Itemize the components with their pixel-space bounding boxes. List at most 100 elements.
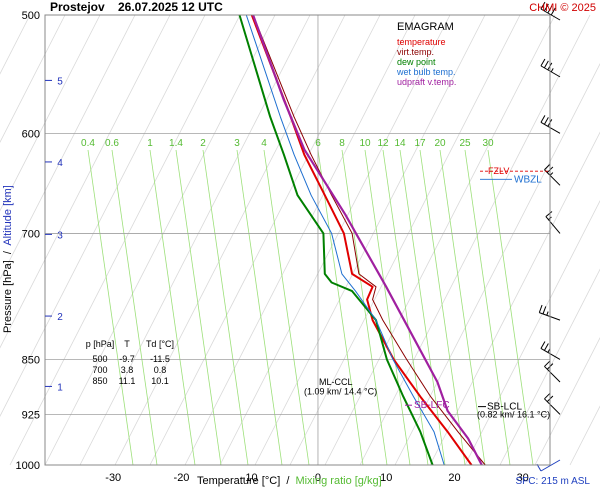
mixing-ratio-label: 14: [394, 138, 406, 149]
wind-barb-half: [549, 172, 554, 176]
mixing-ratio-label: 8: [339, 138, 345, 149]
dry-adiabat-line: [569, 405, 600, 466]
pressure-ticks: 500 600 700 850 925 1000: [16, 10, 40, 472]
x-axis-label-temperature: Temperature [°C]: [197, 475, 280, 487]
altitude-ticks: 1 2 3 4 5: [45, 76, 63, 393]
y-axis-label-pressure: Pressure [hPa]: [2, 260, 14, 333]
series-line: [252, 14, 486, 466]
mixing-ratio-label: 25: [459, 138, 471, 149]
mixing-ratio-line: [175, 149, 222, 466]
mixing-ratio-line: [111, 149, 158, 466]
dry-adiabat-line: [359, 14, 591, 466]
legend-item: udpraft v.temp.: [397, 77, 456, 87]
credit: CHMI © 2025: [529, 2, 596, 14]
mixing-ratio-label: 1.4: [169, 138, 183, 149]
dry-adiabat-line: [44, 14, 276, 466]
dry-adiabat-line: [324, 14, 556, 466]
wind-barb-flag: [545, 211, 553, 217]
table-cell: 700: [92, 365, 107, 375]
surface-info: SFC: 215 m ASL: [516, 476, 591, 487]
dry-adiabat-line: [289, 14, 521, 466]
plot-frame: [44, 14, 551, 466]
wind-barb-half: [546, 311, 549, 316]
wind-barb-flag: [540, 58, 546, 67]
wind-barbs: [536, 1, 561, 472]
y-axis-label-altitude: Altitude [km]: [2, 185, 14, 246]
background-lines: [0, 14, 600, 466]
table-header: Td [°C]: [146, 339, 174, 349]
mixing-ratio-label: 3: [234, 138, 240, 149]
x-axis-label: Temperature [°C] / Mixing ratio [g/kg]: [197, 475, 382, 487]
y-axis-label-sep: /: [2, 250, 14, 254]
table-cell: 11.1: [119, 376, 136, 386]
annotation-label: FZLV: [488, 166, 509, 176]
dry-adiabat-line: [184, 14, 416, 466]
legend-item: dew point: [397, 57, 436, 67]
pressure-tick-label: 700: [22, 228, 40, 240]
table-cell: 500: [92, 354, 107, 364]
wind-barb-flag: [538, 304, 543, 313]
pressure-tick-label: 1000: [16, 460, 40, 472]
temperature-tick-label: -20: [174, 472, 190, 484]
legend-item: virt.temp.: [397, 47, 434, 57]
mixing-ratio-label: 1: [147, 138, 153, 149]
pressure-tick-label: 850: [22, 354, 40, 366]
table-cell: -9.7: [119, 354, 135, 364]
table-cell: 10.1: [151, 376, 169, 386]
altitude-tick-label: 3: [57, 230, 63, 241]
mixing-ratio-line: [419, 149, 466, 466]
series-line: [245, 14, 445, 466]
pressure-tick-label: 500: [22, 10, 40, 22]
dry-adiabat-line: [534, 336, 600, 466]
mixing-ratio-label: 4: [261, 138, 267, 149]
mixing-ratio-label: 30: [482, 138, 494, 149]
altitude-tick-label: 2: [57, 312, 63, 323]
mixing-ratio-label: 12: [377, 138, 389, 149]
chart-title: EMAGRAM: [397, 21, 454, 33]
wind-barb-half: [547, 348, 551, 353]
series-line: [238, 14, 434, 466]
mixing-ratio-line: [263, 149, 310, 466]
dry-adiabat-line: [219, 14, 451, 466]
mixing-ratio-labels: 0.4 0.6 1 1.4 2 3 4 6 8 10 12 14 17 20 25 30: [81, 138, 494, 149]
dry-adiabat-line: [499, 268, 600, 466]
mixing-ratio-line: [399, 149, 446, 466]
mixing-ratio-label: 6: [315, 138, 321, 149]
wind-barb-flag: [543, 3, 549, 12]
series-line: [250, 14, 473, 466]
mixing-ratio-line: [464, 149, 511, 466]
mixing-ratio-label: 10: [359, 138, 371, 149]
sounding-table: p [hPa] T Td [°C] 500 -9.7 -11.5 700 3.8 0.8 850 1…: [86, 339, 174, 386]
wind-barb-staff: [544, 169, 561, 186]
mixing-ratio-line: [487, 149, 534, 466]
grid: [45, 14, 550, 466]
mixing-ratio-line: [439, 149, 486, 466]
table-cell: 850: [92, 376, 107, 386]
annotation-label: (0.82 km/ 16.1 °C): [477, 409, 550, 419]
dry-adiabat-line: [254, 14, 486, 466]
datetime: 26.07.2025 12 UTC: [118, 0, 223, 14]
annotation-label: SB-LFC: [414, 400, 450, 411]
legend-item: temperature: [397, 37, 446, 47]
temperature-tick-label: 30: [517, 472, 529, 484]
wind-barb-flag: [550, 7, 556, 16]
mixing-ratio-line: [202, 149, 249, 466]
annotations: FZLV WBZL SB-LFC SB-LCL(0.82 km/ 16.1 °C) ML…: [304, 166, 550, 419]
annotation-label: (1.09 km/ 14.4 °C): [304, 387, 377, 397]
dry-adiabat-line: [114, 14, 346, 466]
wind-barb-flag: [544, 392, 551, 400]
mixing-ratio-line: [149, 149, 196, 466]
dry-adiabat-line: [429, 131, 600, 466]
wind-barb-half: [550, 68, 554, 73]
wind-barb-flag: [547, 5, 553, 14]
dry-adiabat-line: [0, 14, 206, 417]
x-axis-label-mixing: Mixing ratio [g/kg]: [295, 475, 381, 487]
series-lines: [238, 14, 486, 466]
temperature-tick-label: 10: [380, 472, 392, 484]
temperature-tick-label: 0: [315, 472, 321, 484]
x-axis-label-sep: /: [286, 475, 290, 487]
series-line: [252, 14, 483, 466]
altitude-tick-label: 5: [57, 76, 63, 87]
temperature-tick-label: 20: [448, 472, 460, 484]
